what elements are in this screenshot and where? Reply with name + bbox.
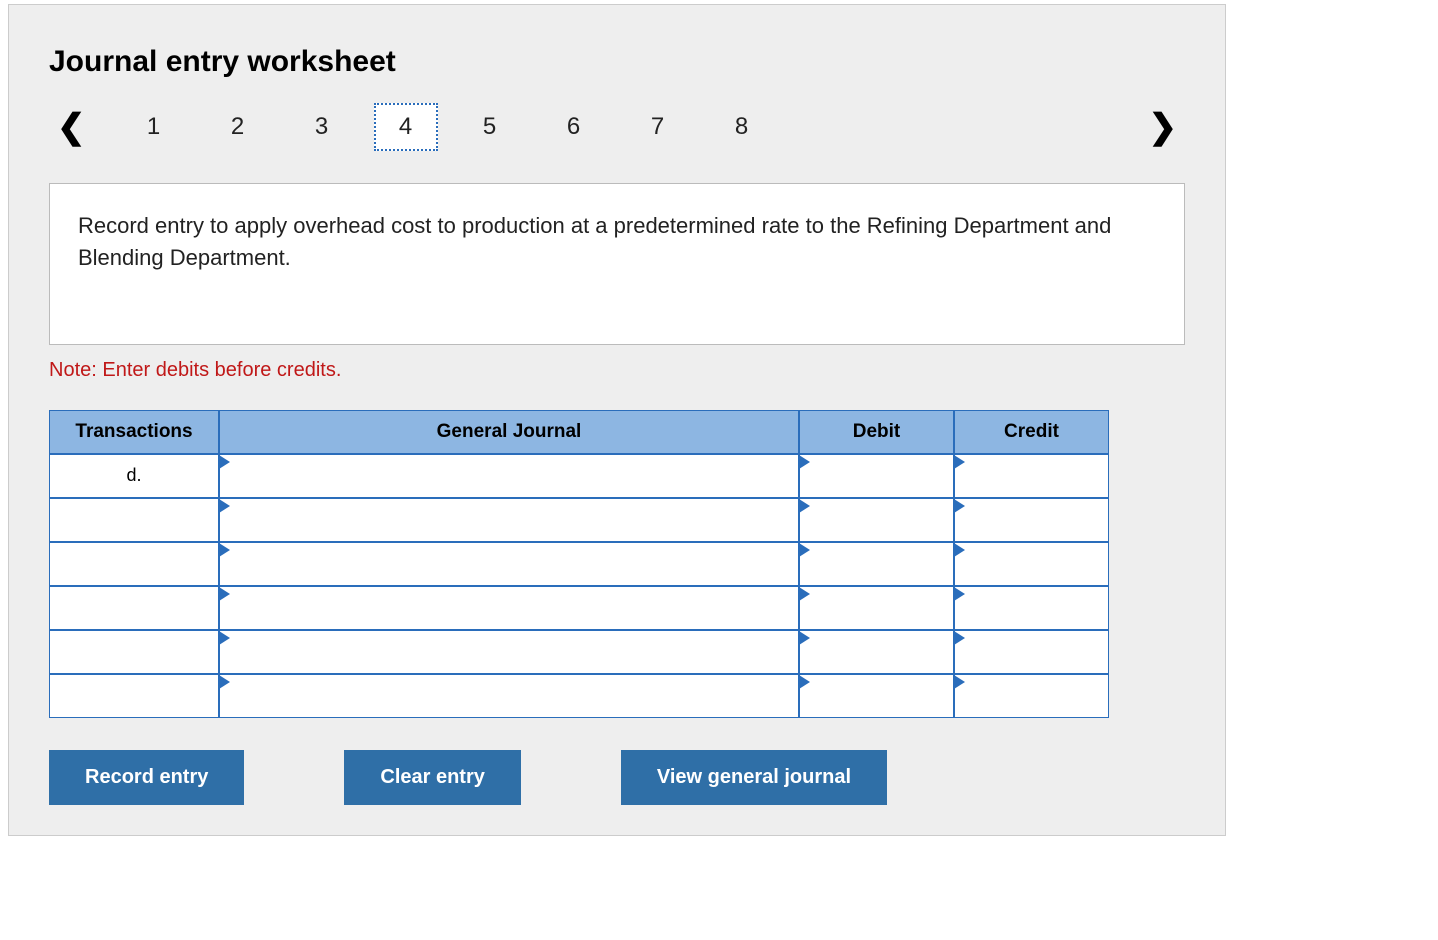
debit-cell[interactable] (799, 454, 954, 498)
debit-cell[interactable] (799, 542, 954, 586)
transaction-cell[interactable] (49, 630, 219, 674)
general-journal-cell[interactable] (219, 454, 799, 498)
credit-cell[interactable] (954, 542, 1109, 586)
credit-cell[interactable] (954, 630, 1109, 674)
debit-cell[interactable] (799, 586, 954, 630)
chevron-left-icon[interactable]: ❮ (49, 110, 94, 144)
general-journal-cell[interactable] (219, 630, 799, 674)
tab-nav: ❮ 12345678 ❯ (49, 103, 1185, 151)
table-row (49, 542, 1109, 586)
debit-cell[interactable] (799, 630, 954, 674)
table-row (49, 630, 1109, 674)
view-general-journal-button[interactable]: View general journal (621, 750, 887, 805)
page-title: Journal entry worksheet (49, 45, 1185, 79)
debit-cell[interactable] (799, 498, 954, 542)
general-journal-cell[interactable] (219, 498, 799, 542)
instruction-box: Record entry to apply overhead cost to p… (49, 183, 1185, 345)
col-header-debit: Debit (799, 410, 954, 454)
general-journal-cell[interactable] (219, 586, 799, 630)
clear-entry-button[interactable]: Clear entry (344, 750, 521, 805)
record-entry-button[interactable]: Record entry (49, 750, 244, 805)
table-row (49, 586, 1109, 630)
transaction-cell[interactable] (49, 674, 219, 718)
tab-8[interactable]: 8 (710, 103, 774, 151)
journal-table: Transactions General Journal Debit Credi… (49, 410, 1109, 718)
table-row: d. (49, 454, 1109, 498)
tab-2[interactable]: 2 (206, 103, 270, 151)
tab-3[interactable]: 3 (290, 103, 354, 151)
table-row (49, 498, 1109, 542)
button-row: Record entry Clear entry View general jo… (49, 750, 1185, 805)
col-header-general-journal: General Journal (219, 410, 799, 454)
tab-7[interactable]: 7 (626, 103, 690, 151)
credit-cell[interactable] (954, 674, 1109, 718)
transaction-cell[interactable] (49, 586, 219, 630)
tab-5[interactable]: 5 (458, 103, 522, 151)
tab-4[interactable]: 4 (374, 103, 438, 151)
col-header-transactions: Transactions (49, 410, 219, 454)
credit-cell[interactable] (954, 498, 1109, 542)
col-header-credit: Credit (954, 410, 1109, 454)
credit-cell[interactable] (954, 586, 1109, 630)
transaction-cell[interactable] (49, 498, 219, 542)
table-row (49, 674, 1109, 718)
credit-cell[interactable] (954, 454, 1109, 498)
transaction-cell[interactable] (49, 542, 219, 586)
note-text: Note: Enter debits before credits. (49, 359, 1185, 382)
chevron-right-icon[interactable]: ❯ (1141, 110, 1186, 144)
debit-cell[interactable] (799, 674, 954, 718)
transaction-cell[interactable]: d. (49, 454, 219, 498)
tab-6[interactable]: 6 (542, 103, 606, 151)
worksheet-panel: Journal entry worksheet ❮ 12345678 ❯ Rec… (8, 4, 1226, 836)
tab-1[interactable]: 1 (122, 103, 186, 151)
general-journal-cell[interactable] (219, 542, 799, 586)
general-journal-cell[interactable] (219, 674, 799, 718)
